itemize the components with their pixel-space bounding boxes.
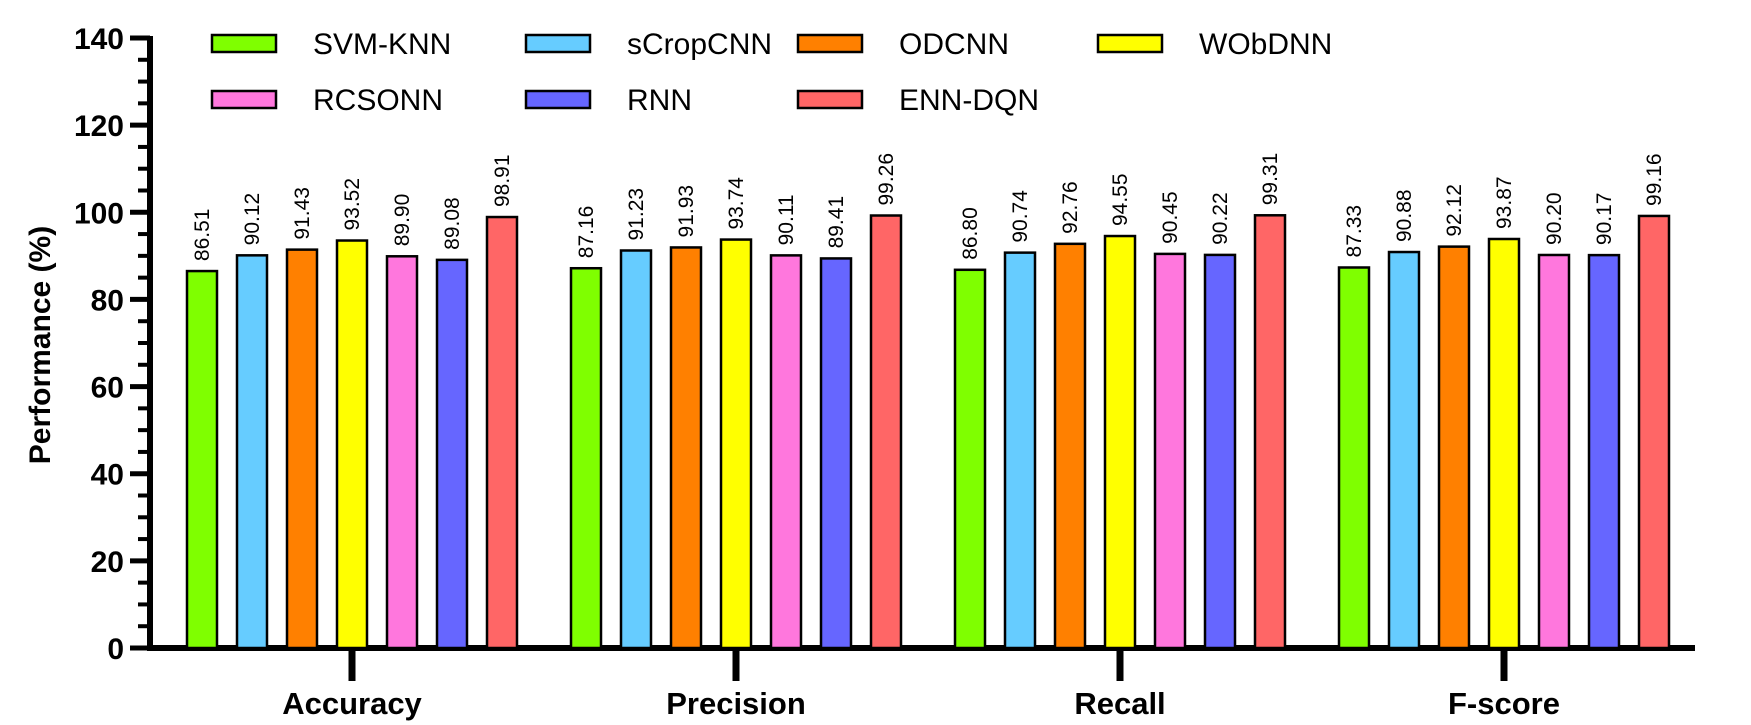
data-label: 91.23 [625,188,648,241]
data-label: 93.52 [341,178,364,231]
legend-swatch [1098,35,1162,52]
y-tick-label: 20 [91,546,124,579]
data-label: 92.76 [1059,181,1082,234]
bar [1255,215,1285,648]
bar [1539,255,1569,648]
data-label: 91.93 [675,185,698,238]
data-label: 90.17 [1593,193,1616,246]
legend-label: RNN [627,84,692,117]
x-tick-label: Precision [666,686,806,721]
bar [571,268,601,648]
data-label: 92.12 [1443,184,1466,237]
y-tick-label: 80 [91,284,124,317]
bar [1589,255,1619,648]
legend-swatch [798,91,862,108]
bar [955,270,985,648]
bar [237,255,267,648]
legend: SVM-KNN sCropCNN ODCNN WObDNN RCSONN RNN ENN-D… [212,28,1332,117]
bar [1489,239,1519,648]
data-label: 87.33 [1343,205,1366,258]
bar [721,240,751,648]
bar [1155,254,1185,648]
data-label: 90.45 [1159,191,1182,244]
x-tick-label: Recall [1074,686,1165,721]
data-label: 98.91 [491,154,514,207]
legend-swatch [526,91,590,108]
bar [487,217,517,648]
data-label: 90.20 [1543,192,1566,245]
bar [437,260,467,648]
data-label: 89.90 [391,194,414,247]
legend-swatch [526,35,590,52]
legend-label: RCSONN [313,84,443,117]
bar [1205,255,1235,648]
data-label: 89.41 [825,196,848,249]
bar [1339,267,1369,648]
legend-label: ENN-DQN [899,84,1039,117]
bar [871,216,901,648]
legend-label: sCropCNN [627,28,772,61]
data-label: 99.31 [1259,153,1282,206]
data-label: 93.74 [725,177,748,230]
bar [771,255,801,648]
bar [287,250,317,648]
bar [337,241,367,648]
data-label: 90.22 [1209,192,1232,245]
bar [1639,216,1669,648]
data-label: 86.51 [191,209,214,262]
data-label: 86.80 [959,207,982,260]
data-label: 89.08 [441,197,464,250]
legend-label: WObDNN [1199,28,1332,61]
y-tick-label: 100 [74,197,124,230]
bar [1105,236,1135,648]
legend-label: ODCNN [899,28,1009,61]
data-label: 90.12 [241,193,264,246]
bar [671,247,701,648]
y-tick-label: 40 [91,459,124,492]
data-label: 99.16 [1643,153,1666,206]
y-tick-label: 140 [74,23,124,56]
data-label: 90.74 [1009,190,1032,243]
data-label: 94.55 [1109,173,1132,226]
legend-swatch [798,35,862,52]
legend-label: SVM-KNN [313,28,451,61]
bar [1389,252,1419,648]
bar [387,256,417,648]
y-tick-label: 0 [107,633,124,666]
bar [1055,244,1085,648]
bar [621,250,651,648]
data-label: 93.87 [1493,176,1516,229]
data-label: 90.88 [1393,189,1416,242]
x-tick-label: F-score [1448,686,1560,721]
x-tick-label: Accuracy [282,686,422,721]
y-axis-label: Performance (%) [24,226,57,464]
bars [187,215,1669,648]
bar [1439,247,1469,648]
bar [1005,253,1035,648]
y-tick-label: 60 [91,372,124,405]
y-tick-label: 120 [74,110,124,143]
value-labels: 86.51 90.12 91.43 93.52 89.90 89.08 98.91 87.16… [191,153,1666,261]
data-label: 99.26 [875,153,898,206]
bar [821,258,851,648]
data-label: 87.16 [575,206,598,259]
data-label: 91.43 [291,187,314,240]
bar [187,271,217,648]
legend-swatch [212,35,276,52]
data-label: 90.11 [775,194,798,245]
legend-swatch [212,91,276,108]
